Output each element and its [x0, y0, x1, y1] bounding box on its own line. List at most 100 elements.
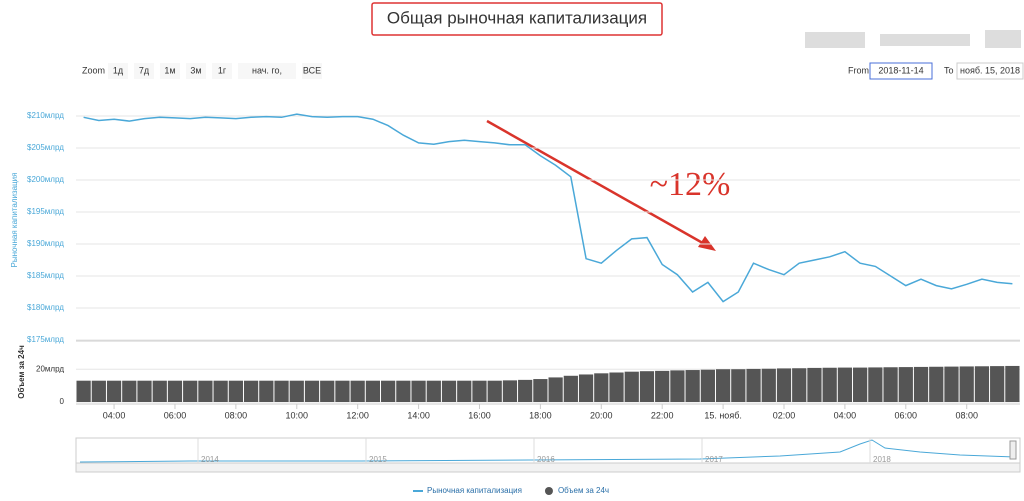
volume-bar — [624, 371, 639, 402]
blurred-header — [805, 30, 1021, 48]
zoom-button[interactable] — [134, 63, 154, 79]
volume-bar — [990, 366, 1005, 402]
zoom-button-label[interactable]: ВСЕ — [303, 65, 321, 75]
volume-bar — [122, 380, 137, 402]
to-value[interactable]: нояб. 15, 2018 — [960, 65, 1020, 75]
volume-bar — [457, 380, 472, 402]
volume-bar — [609, 372, 624, 402]
y-tick-label: $195млрд — [27, 207, 64, 216]
volume-bar — [731, 369, 746, 402]
legend-label[interactable]: Рыночная капитализация — [427, 486, 522, 495]
from-value[interactable]: 2018-11-14 — [878, 65, 923, 75]
from-label: From — [848, 65, 869, 75]
y2-tick-label: 0 — [60, 397, 65, 406]
volume-bar — [167, 380, 183, 402]
volume-bar — [304, 380, 320, 402]
volume-bar — [320, 380, 335, 402]
zoom-button-label[interactable]: 1г — [218, 65, 227, 75]
volume-bar — [913, 366, 929, 402]
volume-bar — [365, 380, 381, 402]
to-label: To — [944, 65, 954, 75]
scrollbar[interactable] — [75, 462, 1021, 473]
x-tick-label: 12:00 — [346, 410, 369, 420]
y-tick-label: $210млрд — [27, 111, 64, 120]
volume-bar — [883, 367, 898, 402]
zoom-button-label[interactable]: 1м — [164, 65, 175, 75]
y-tick-label: $200млрд — [27, 175, 64, 184]
volume-bar — [228, 380, 243, 402]
zoom-button[interactable] — [302, 63, 322, 79]
legend-label[interactable]: Объем за 24ч — [558, 486, 609, 495]
volume-bar — [411, 380, 426, 402]
volume-bar — [91, 380, 106, 402]
price-line — [83, 113, 1013, 303]
volume-bar — [898, 367, 913, 402]
navigator[interactable] — [75, 437, 1021, 464]
volume-bar — [959, 366, 974, 402]
y2-tick-label: 20млрд — [36, 364, 64, 373]
volume-bar — [396, 380, 411, 402]
zoom-label: Zoom — [82, 65, 105, 75]
to-input[interactable] — [956, 62, 1024, 80]
y-tick-label: $205млрд — [27, 143, 64, 152]
navigator-year: 2014 — [201, 455, 219, 464]
x-tick-label: 04:00 — [103, 410, 126, 420]
x-tick-label: 02:00 — [773, 410, 796, 420]
volume-bar — [213, 380, 228, 402]
volume-bar — [594, 373, 609, 402]
volume-bar — [335, 380, 350, 402]
volume-bar — [106, 380, 122, 402]
x-tick-label: 15. нояб. — [704, 410, 742, 420]
volume-bar — [670, 370, 685, 402]
zoom-button-label[interactable]: нач. го, — [252, 65, 282, 75]
volume-bar — [198, 380, 213, 402]
volume-bar — [183, 380, 198, 402]
volume-bar — [350, 380, 365, 402]
legend-symbol[interactable] — [544, 487, 553, 495]
volume-bar — [243, 380, 259, 402]
y-tick-label: $175млрд — [27, 335, 64, 344]
x-tick-label: 10:00 — [286, 410, 309, 420]
zoom-button-label[interactable]: 1д — [113, 65, 124, 75]
zoom-button[interactable] — [186, 63, 206, 79]
volume-bar — [152, 380, 167, 402]
volume-bar — [76, 380, 91, 402]
volume-bar — [853, 367, 868, 402]
navigator-line — [79, 439, 1016, 463]
from-input[interactable] — [869, 62, 933, 80]
y-tick-label: $190млрд — [27, 239, 64, 248]
volume-bar — [822, 367, 837, 402]
zoom-button-label[interactable]: 7д — [139, 65, 150, 75]
volume-bar — [426, 380, 441, 402]
zoom-button[interactable] — [108, 63, 128, 79]
volume-bar — [487, 380, 502, 402]
navigator-year: 2016 — [537, 455, 555, 464]
x-tick-label: 08:00 — [225, 410, 248, 420]
navigator-handle[interactable] — [1009, 440, 1017, 460]
x-tick-label: 16:00 — [468, 410, 491, 420]
zoom-button[interactable] — [238, 63, 296, 79]
zoom-button-label[interactable]: 3м — [190, 65, 201, 75]
volume-bar — [441, 380, 457, 402]
x-tick-label: 14:00 — [407, 410, 430, 420]
volume-bar — [685, 370, 700, 402]
volume-bar — [381, 380, 396, 402]
x-tick-label: 20:00 — [590, 410, 613, 420]
navigator-year: 2015 — [369, 455, 387, 464]
zoom-button[interactable] — [160, 63, 180, 79]
zoom-button[interactable] — [212, 63, 232, 79]
volume-bar — [776, 368, 792, 402]
volume-bar — [974, 366, 990, 402]
volume-bar — [259, 380, 274, 402]
volume-bar — [472, 380, 487, 402]
navigator-year: 2017 — [705, 455, 723, 464]
y-tick-label: $180млрд — [27, 303, 64, 312]
volume-bar — [655, 370, 670, 402]
volume-bar — [837, 367, 853, 402]
x-tick-label: 08:00 — [955, 410, 978, 420]
annotation: ~12% — [650, 166, 731, 203]
volume-bar — [502, 380, 518, 402]
volume-bar — [137, 380, 152, 402]
volume-bar — [929, 366, 944, 402]
